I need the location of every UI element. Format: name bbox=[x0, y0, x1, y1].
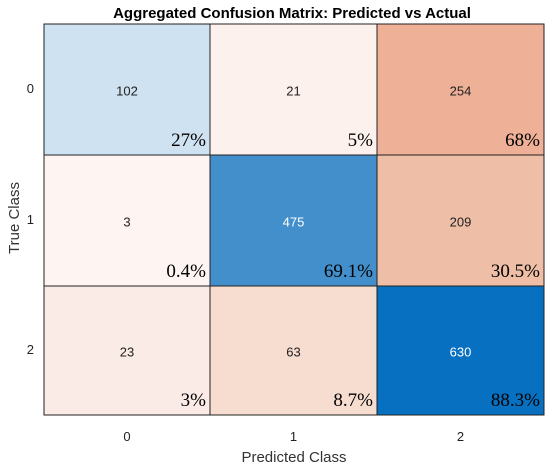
cell-count-2-0: 23 bbox=[120, 345, 134, 360]
cell-percent-2-0: 3% bbox=[181, 390, 207, 411]
matrix-cell-1-2 bbox=[376, 154, 545, 287]
y-tick-label-0: 0 bbox=[27, 81, 34, 96]
cell-percent-0-1: 5% bbox=[348, 130, 374, 151]
y-tick-label-1: 1 bbox=[27, 212, 34, 227]
cell-count-0-0: 102 bbox=[116, 84, 138, 99]
cell-percent-0-2: 68% bbox=[505, 130, 540, 151]
cell-count-0-1: 21 bbox=[286, 84, 300, 99]
cell-percent-1-0: 0.4% bbox=[166, 261, 206, 282]
chart-title: Aggregated Confusion Matrix: Predicted v… bbox=[113, 5, 471, 22]
y-tick-labels: 0 1 2 bbox=[27, 81, 34, 357]
cell-percent-1-1: 69.1% bbox=[324, 261, 373, 282]
cell-count-1-2: 209 bbox=[450, 215, 472, 230]
cell-percent-2-2: 88.3% bbox=[491, 390, 540, 411]
x-tick-labels: 0 1 2 bbox=[123, 429, 464, 444]
matrix-cell-2-0 bbox=[43, 285, 211, 416]
y-tick-label-2: 2 bbox=[27, 342, 34, 357]
y-axis-label: True Class bbox=[6, 182, 23, 254]
cell-count-0-2: 254 bbox=[450, 84, 472, 99]
cell-percent-1-2: 30.5% bbox=[491, 261, 540, 282]
cell-count-2-1: 63 bbox=[286, 345, 300, 360]
matrix-cell-0-0 bbox=[43, 23, 211, 156]
matrix-cell-2-1 bbox=[209, 285, 378, 416]
matrix-cell-0-1 bbox=[209, 23, 378, 156]
cell-count-2-2: 630 bbox=[450, 345, 472, 360]
x-tick-label-2: 2 bbox=[457, 429, 464, 444]
matrix-cell-0-2 bbox=[376, 23, 545, 156]
matrix-cell-2-2 bbox=[376, 285, 545, 416]
x-tick-label-1: 1 bbox=[290, 429, 297, 444]
x-axis-label: Predicted Class bbox=[241, 449, 346, 466]
matrix-cells: 102 27% 21 5% 254 68% 3 0.4% 475 69.1% 209 30.5% 23 3… bbox=[43, 23, 545, 416]
cell-percent-2-1: 8.7% bbox=[333, 390, 373, 411]
cell-count-1-0: 3 bbox=[123, 215, 130, 230]
matrix-cell-1-1 bbox=[209, 154, 378, 287]
matrix-cell-1-0 bbox=[43, 154, 211, 287]
x-tick-label-0: 0 bbox=[123, 429, 130, 444]
cell-percent-0-0: 27% bbox=[171, 130, 206, 151]
cell-count-1-1: 475 bbox=[283, 215, 305, 230]
